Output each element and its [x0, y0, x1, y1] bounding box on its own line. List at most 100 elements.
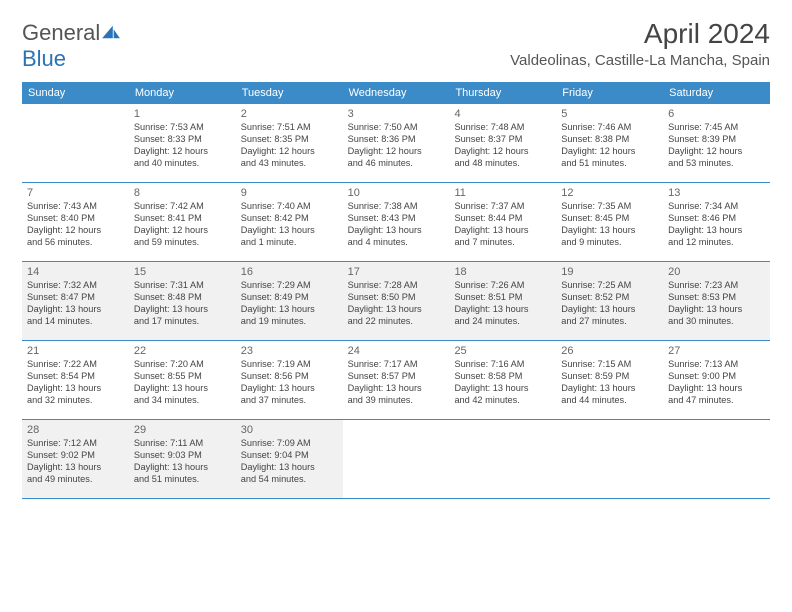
day-detail-line: Sunset: 8:42 PM [241, 213, 338, 225]
month-title: April 2024 [510, 18, 770, 50]
day-detail-line: Daylight: 12 hours [454, 146, 551, 158]
day-detail-line: Daylight: 13 hours [27, 383, 124, 395]
day-detail-line: Daylight: 13 hours [241, 383, 338, 395]
day-detail-line: Sunset: 8:53 PM [668, 292, 765, 304]
day-cell: 9Sunrise: 7:40 AMSunset: 8:42 PMDaylight… [236, 183, 343, 261]
day-cell: 11Sunrise: 7:37 AMSunset: 8:44 PMDayligh… [449, 183, 556, 261]
day-detail-line: Sunrise: 7:20 AM [134, 359, 231, 371]
day-detail-line: Sunrise: 7:35 AM [561, 201, 658, 213]
day-detail-line: Daylight: 13 hours [668, 225, 765, 237]
day-detail-line: Sunrise: 7:28 AM [348, 280, 445, 292]
day-number: 3 [348, 107, 445, 121]
dow-sunday: Sunday [22, 82, 129, 104]
week-row: 1Sunrise: 7:53 AMSunset: 8:33 PMDaylight… [22, 104, 770, 183]
day-cell [343, 420, 450, 498]
day-detail-line: Sunset: 8:48 PM [134, 292, 231, 304]
day-cell: 16Sunrise: 7:29 AMSunset: 8:49 PMDayligh… [236, 262, 343, 340]
day-detail-line: Daylight: 13 hours [561, 383, 658, 395]
day-detail-line: Daylight: 12 hours [561, 146, 658, 158]
day-detail-line: Sunset: 8:49 PM [241, 292, 338, 304]
day-cell: 2Sunrise: 7:51 AMSunset: 8:35 PMDaylight… [236, 104, 343, 182]
day-number: 6 [668, 107, 765, 121]
day-detail-line: Daylight: 13 hours [454, 383, 551, 395]
day-number: 23 [241, 344, 338, 358]
logo: GeneralBlue [22, 20, 122, 72]
day-number: 27 [668, 344, 765, 358]
day-number: 5 [561, 107, 658, 121]
day-detail-line: Sunrise: 7:12 AM [27, 438, 124, 450]
day-number: 13 [668, 186, 765, 200]
day-detail-line: Sunset: 8:35 PM [241, 134, 338, 146]
day-number: 14 [27, 265, 124, 279]
day-detail-line: Sunrise: 7:45 AM [668, 122, 765, 134]
logo-sail-icon [100, 24, 122, 40]
day-cell: 7Sunrise: 7:43 AMSunset: 8:40 PMDaylight… [22, 183, 129, 261]
day-detail-line: and 54 minutes. [241, 474, 338, 486]
day-detail-line: and 49 minutes. [27, 474, 124, 486]
day-number: 15 [134, 265, 231, 279]
day-detail-line: and 44 minutes. [561, 395, 658, 407]
day-detail-line: Sunset: 8:36 PM [348, 134, 445, 146]
day-detail-line: and 14 minutes. [27, 316, 124, 328]
day-detail-line: and 17 minutes. [134, 316, 231, 328]
dow-wednesday: Wednesday [343, 82, 450, 104]
day-detail-line: and 9 minutes. [561, 237, 658, 249]
day-detail-line: and 12 minutes. [668, 237, 765, 249]
day-of-week-header: Sunday Monday Tuesday Wednesday Thursday… [22, 82, 770, 104]
day-detail-line: and 48 minutes. [454, 158, 551, 170]
day-detail-line: Sunset: 8:45 PM [561, 213, 658, 225]
day-detail-line: Sunrise: 7:29 AM [241, 280, 338, 292]
day-cell: 13Sunrise: 7:34 AMSunset: 8:46 PMDayligh… [663, 183, 770, 261]
day-detail-line: Sunset: 8:54 PM [27, 371, 124, 383]
day-detail-line: Sunset: 8:43 PM [348, 213, 445, 225]
day-number: 2 [241, 107, 338, 121]
day-detail-line: Daylight: 13 hours [134, 383, 231, 395]
day-detail-line: Sunrise: 7:19 AM [241, 359, 338, 371]
day-detail-line: and 37 minutes. [241, 395, 338, 407]
day-number: 8 [134, 186, 231, 200]
day-detail-line: Sunset: 8:46 PM [668, 213, 765, 225]
day-detail-line: Sunrise: 7:48 AM [454, 122, 551, 134]
day-cell: 10Sunrise: 7:38 AMSunset: 8:43 PMDayligh… [343, 183, 450, 261]
day-detail-line: Daylight: 13 hours [561, 304, 658, 316]
day-detail-line: Sunset: 8:55 PM [134, 371, 231, 383]
day-number: 30 [241, 423, 338, 437]
day-cell: 12Sunrise: 7:35 AMSunset: 8:45 PMDayligh… [556, 183, 663, 261]
day-detail-line: Sunrise: 7:23 AM [668, 280, 765, 292]
day-cell: 27Sunrise: 7:13 AMSunset: 9:00 PMDayligh… [663, 341, 770, 419]
day-detail-line: Sunrise: 7:50 AM [348, 122, 445, 134]
day-detail-line: Sunset: 9:02 PM [27, 450, 124, 462]
day-cell: 23Sunrise: 7:19 AMSunset: 8:56 PMDayligh… [236, 341, 343, 419]
day-detail-line: and 32 minutes. [27, 395, 124, 407]
day-cell: 3Sunrise: 7:50 AMSunset: 8:36 PMDaylight… [343, 104, 450, 182]
day-cell: 25Sunrise: 7:16 AMSunset: 8:58 PMDayligh… [449, 341, 556, 419]
day-detail-line: and 22 minutes. [348, 316, 445, 328]
day-number: 21 [27, 344, 124, 358]
day-detail-line: Sunrise: 7:16 AM [454, 359, 551, 371]
day-detail-line: and 47 minutes. [668, 395, 765, 407]
day-cell: 1Sunrise: 7:53 AMSunset: 8:33 PMDaylight… [129, 104, 236, 182]
day-detail-line: Daylight: 13 hours [454, 225, 551, 237]
weeks-container: 1Sunrise: 7:53 AMSunset: 8:33 PMDaylight… [22, 104, 770, 499]
day-detail-line: Sunrise: 7:17 AM [348, 359, 445, 371]
day-detail-line: Sunrise: 7:43 AM [27, 201, 124, 213]
day-detail-line: Daylight: 13 hours [241, 462, 338, 474]
day-detail-line: and 56 minutes. [27, 237, 124, 249]
day-detail-line: Sunset: 8:37 PM [454, 134, 551, 146]
day-cell: 17Sunrise: 7:28 AMSunset: 8:50 PMDayligh… [343, 262, 450, 340]
calendar-page: GeneralBlue April 2024 Valdeolinas, Cast… [0, 0, 792, 517]
day-detail-line: Daylight: 13 hours [561, 225, 658, 237]
day-cell: 14Sunrise: 7:32 AMSunset: 8:47 PMDayligh… [22, 262, 129, 340]
dow-friday: Friday [556, 82, 663, 104]
day-detail-line: Daylight: 12 hours [27, 225, 124, 237]
day-cell: 4Sunrise: 7:48 AMSunset: 8:37 PMDaylight… [449, 104, 556, 182]
day-detail-line: and 34 minutes. [134, 395, 231, 407]
day-detail-line: Sunset: 9:00 PM [668, 371, 765, 383]
day-detail-line: and 53 minutes. [668, 158, 765, 170]
day-cell: 28Sunrise: 7:12 AMSunset: 9:02 PMDayligh… [22, 420, 129, 498]
calendar-grid: Sunday Monday Tuesday Wednesday Thursday… [22, 82, 770, 499]
day-detail-line: Sunset: 8:44 PM [454, 213, 551, 225]
day-detail-line: Sunrise: 7:25 AM [561, 280, 658, 292]
dow-saturday: Saturday [663, 82, 770, 104]
day-number: 9 [241, 186, 338, 200]
